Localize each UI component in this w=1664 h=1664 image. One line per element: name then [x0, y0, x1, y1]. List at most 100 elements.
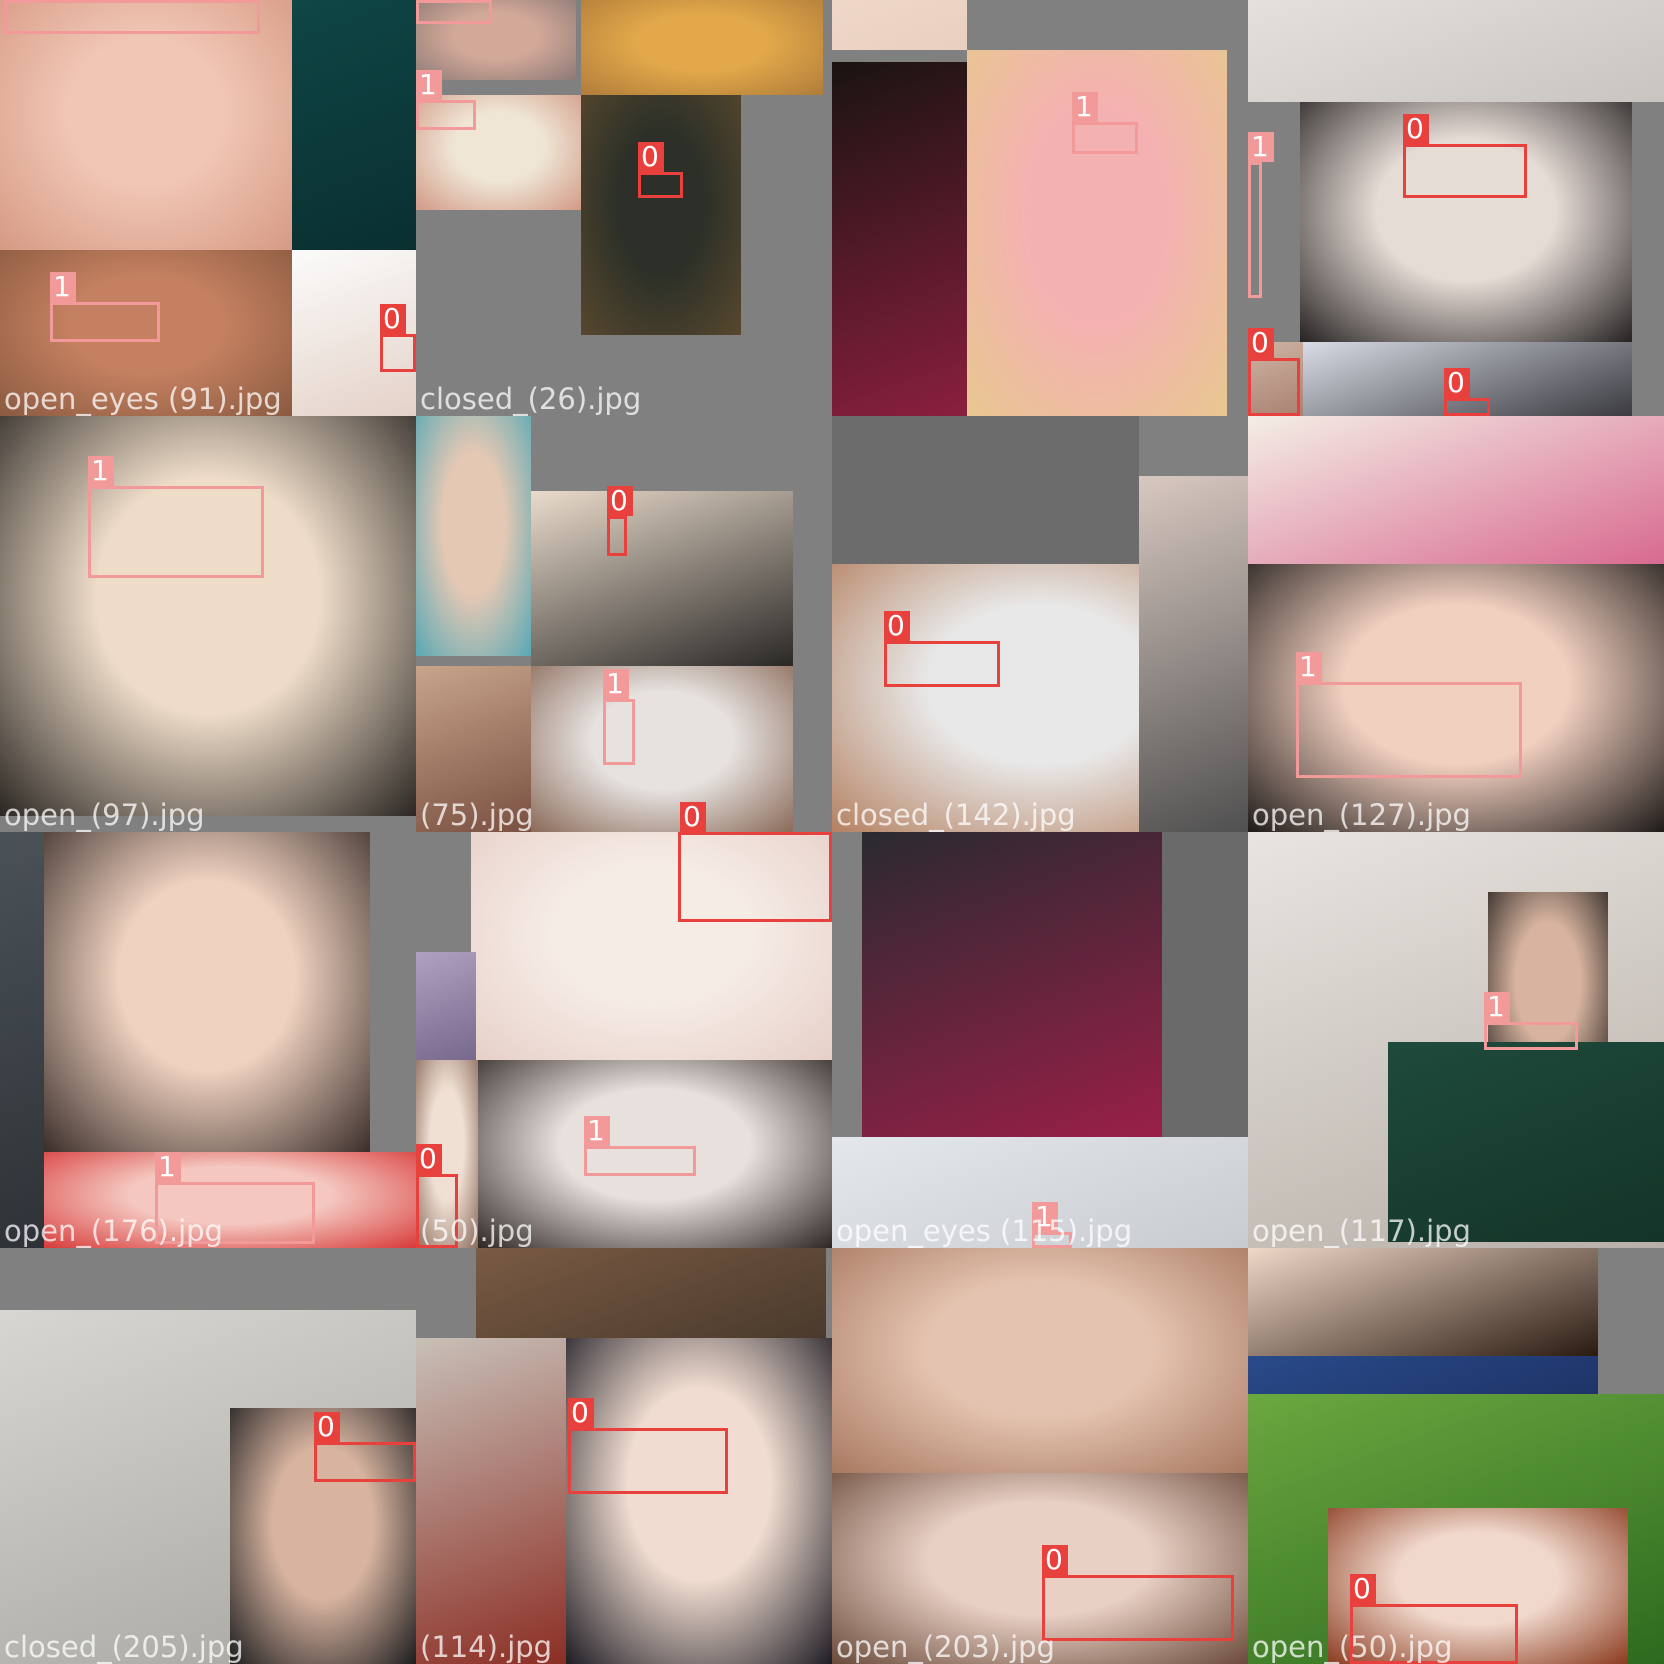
detection-box: 0	[607, 486, 633, 556]
mosaic-tile: 0 open_(50).jpg	[1248, 1248, 1664, 1664]
detection-box: 0	[1350, 1574, 1518, 1664]
detection-box: 0	[1444, 368, 1490, 416]
tile-filename-caption: open_eyes (91).jpg	[4, 382, 282, 416]
detection-box: 0	[638, 142, 683, 198]
tile-filename-caption: open_(97).jpg	[4, 798, 205, 832]
tile-filename-caption: closed_(142).jpg	[836, 798, 1076, 832]
tile-filename-caption: open_eyes (115).jpg	[836, 1214, 1133, 1248]
detection-box: 1	[584, 1116, 696, 1176]
detection-class-label: 1	[155, 1152, 181, 1182]
detection-class-label: 0	[416, 1144, 442, 1174]
tile-filename-caption: (114).jpg	[420, 1630, 553, 1664]
detection-box: 0	[1403, 114, 1527, 198]
detection-class-label: 1	[603, 669, 629, 699]
face-photo-crop	[44, 832, 370, 1152]
photo-crop	[1388, 1042, 1664, 1242]
photo-crop	[1248, 0, 1664, 102]
photo-crop	[832, 62, 967, 416]
mosaic-tile: 1 open_eyes (115).jpg	[832, 832, 1248, 1248]
detection-box: 1	[1484, 992, 1578, 1050]
photo-crop	[832, 0, 967, 50]
mosaic-tile: 1 open_(97).jpg	[0, 416, 416, 832]
detection-box: 1	[88, 456, 264, 578]
face-photo-crop	[581, 95, 741, 335]
face-photo-crop	[1248, 564, 1664, 832]
tile-filename-caption: (50).jpg	[420, 1214, 534, 1248]
detection-box: 0	[884, 611, 1000, 687]
mosaic-tile: 1 open_(117).jpg	[1248, 832, 1664, 1248]
detection-box: 1	[1072, 92, 1138, 154]
mosaic-tile: 0 1 0 (75).jpg	[416, 416, 832, 832]
mosaic-tile: 1 open_(176).jpg	[0, 832, 416, 1248]
face-photo-crop	[832, 1248, 1248, 1473]
detection-class-label: 0	[380, 304, 406, 334]
detection-class-label: 0	[314, 1412, 340, 1442]
mosaic-tile: 0 1 0 (50).jpg	[416, 832, 832, 1248]
detection-box: 1	[603, 669, 635, 765]
face-photo-crop	[478, 1060, 832, 1248]
face-photo-crop	[230, 1408, 416, 1664]
detection-class-label: 0	[1248, 328, 1274, 358]
detection-class-label: 1	[50, 272, 76, 302]
detection-class-label: 0	[607, 486, 633, 516]
face-photo-crop	[44, 1152, 416, 1248]
mosaic-tile: 0 1 0 0	[1248, 0, 1664, 416]
tile-filename-caption: open_(203).jpg	[836, 1630, 1055, 1664]
detection-class-label: 1	[416, 70, 442, 100]
photo-crop	[1248, 1248, 1598, 1356]
detection-class-label: 0	[1042, 1545, 1068, 1575]
face-photo-crop	[1328, 1508, 1628, 1664]
tile-filename-caption: open_(50).jpg	[1252, 1630, 1453, 1664]
photo-crop	[476, 1248, 826, 1338]
face-photo-crop	[0, 250, 292, 416]
detection-box: 1	[50, 272, 160, 342]
face-photo-crop	[416, 95, 581, 210]
photo-crop	[1248, 416, 1664, 564]
photo-crop	[1139, 476, 1248, 832]
detection-class-label: 0	[1350, 1574, 1376, 1604]
mosaic-tile: 1 open_(127).jpg	[1248, 416, 1664, 832]
photo-crop	[862, 832, 1162, 1137]
detection-box: 1	[416, 70, 476, 130]
face-photo-crop	[0, 416, 416, 816]
mosaic-tile: 1 1 0 closed_(26).jpg	[416, 0, 832, 416]
detection-box: 1	[1248, 132, 1274, 298]
detection-box: 0	[314, 1412, 416, 1482]
photo-crop	[531, 491, 793, 666]
detection-box: 1	[155, 1152, 315, 1244]
photo-crop	[416, 666, 531, 832]
mosaic-tile: 1 1 0 open_eyes (91).jpg	[0, 0, 416, 416]
photo-crop	[1248, 1356, 1598, 1394]
mosaic-tile: 0 open_(203).jpg	[832, 1248, 1248, 1664]
face-photo-crop	[416, 0, 576, 80]
detection-box: 1	[4, 0, 260, 34]
face-photo-crop	[581, 0, 823, 95]
mosaic-tile: 1	[832, 0, 1248, 416]
detection-class-label: 1	[584, 1116, 610, 1146]
detection-class-label: 0	[1403, 114, 1429, 144]
mosaic-tile: 0 closed_(205).jpg	[0, 1248, 416, 1664]
detection-class-label: 1	[1032, 1202, 1058, 1232]
detection-box: 0	[1042, 1545, 1234, 1641]
face-photo-crop	[832, 1473, 1248, 1664]
face-photo-crop	[0, 0, 292, 250]
detection-box: 0	[1248, 328, 1300, 416]
mosaic-tile: 0 closed_(142).jpg	[832, 416, 1248, 832]
face-photo-crop	[416, 416, 531, 656]
detection-class-label: 0	[680, 802, 706, 832]
detection-class-label: 1	[1296, 652, 1322, 682]
photo-crop	[292, 0, 416, 250]
detection-class-label: 1	[1072, 92, 1098, 122]
detection-class-label: 1	[88, 456, 114, 486]
detection-class-label: 0	[638, 142, 664, 172]
photo-crop	[832, 416, 1139, 564]
photo-crop	[1162, 832, 1248, 1137]
detection-class-label: 1	[1484, 992, 1510, 1022]
detection-box: 0	[380, 304, 416, 372]
tile-filename-caption: closed_(26).jpg	[420, 382, 642, 416]
photo-crop	[0, 832, 44, 1248]
detection-box: 1	[1296, 652, 1522, 778]
detection-class-label: 1	[1248, 132, 1274, 162]
detection-class-label: 0	[568, 1398, 594, 1428]
